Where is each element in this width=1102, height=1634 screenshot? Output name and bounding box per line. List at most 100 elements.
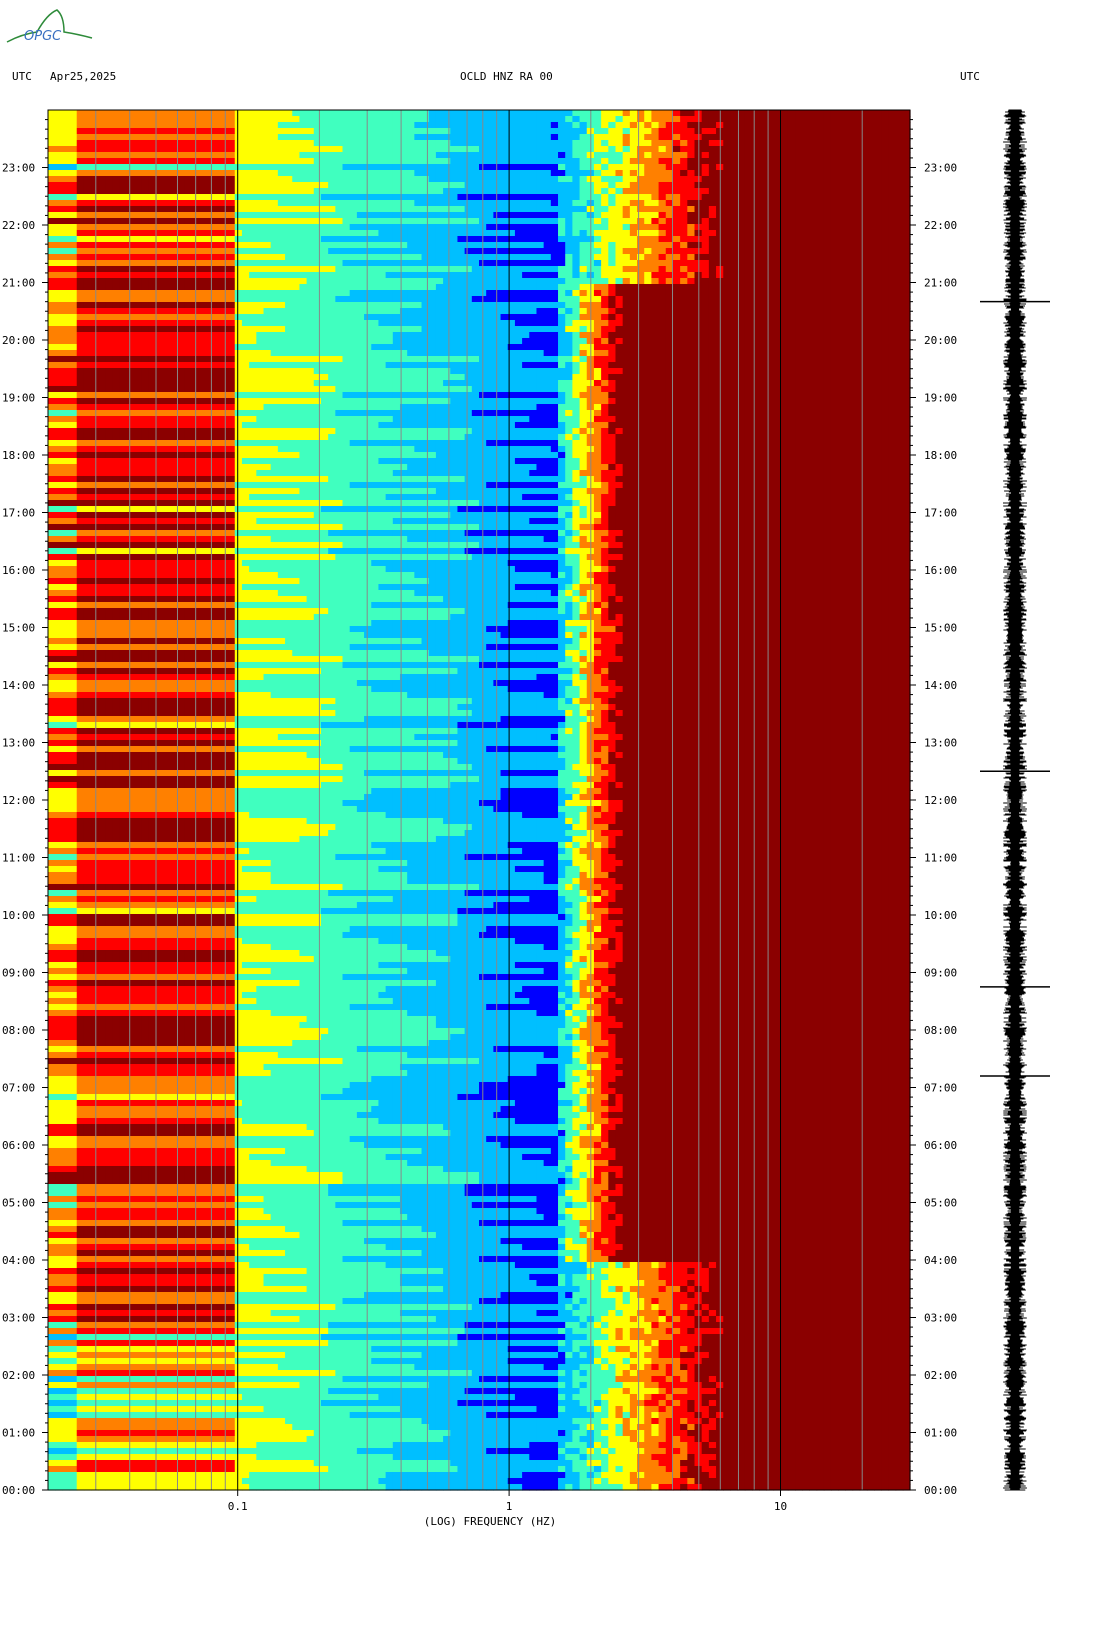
heatmap-cell bbox=[256, 236, 264, 243]
heatmap-cell bbox=[436, 146, 444, 153]
heatmap-cell bbox=[149, 308, 157, 315]
heatmap-cell bbox=[149, 212, 157, 219]
heatmap-cell bbox=[321, 350, 329, 357]
heatmap-cell bbox=[199, 320, 207, 327]
heatmap-cell bbox=[113, 254, 121, 261]
heatmap-cell bbox=[264, 254, 272, 261]
heatmap-cell bbox=[623, 308, 631, 315]
heatmap-cell bbox=[357, 182, 365, 189]
heatmap-cell bbox=[127, 230, 135, 237]
heatmap-cell bbox=[702, 248, 710, 255]
heatmap-cell bbox=[77, 344, 85, 351]
heatmap-cell bbox=[501, 302, 509, 309]
heatmap-cell bbox=[170, 116, 178, 123]
heatmap-cell bbox=[206, 128, 214, 135]
heatmap-cell bbox=[84, 356, 92, 363]
heatmap-cell bbox=[163, 128, 171, 135]
heatmap-cell bbox=[177, 296, 185, 303]
heatmap-cell bbox=[256, 224, 264, 231]
heatmap-cell bbox=[55, 110, 63, 117]
heatmap-cell bbox=[386, 278, 394, 285]
heatmap-cell bbox=[860, 302, 868, 309]
heatmap-cell bbox=[781, 248, 789, 255]
heatmap-cell bbox=[493, 170, 501, 177]
heatmap-cell bbox=[443, 218, 451, 225]
heatmap-cell bbox=[565, 164, 573, 171]
heatmap-cell bbox=[422, 188, 430, 195]
heatmap-cell bbox=[896, 320, 904, 327]
heatmap-cell bbox=[860, 182, 868, 189]
heatmap-cell bbox=[371, 356, 379, 363]
heatmap-cell bbox=[659, 122, 667, 129]
heatmap-cell bbox=[745, 278, 753, 285]
heatmap-cell bbox=[343, 350, 351, 357]
heatmap-cell bbox=[55, 338, 63, 345]
heatmap-cell bbox=[55, 230, 63, 237]
heatmap-cell bbox=[558, 356, 566, 363]
heatmap-cell bbox=[795, 122, 803, 129]
heatmap-cell bbox=[249, 338, 257, 345]
heatmap-cell bbox=[615, 164, 623, 171]
heatmap-cell bbox=[766, 302, 774, 309]
heatmap-cell bbox=[350, 236, 358, 243]
heatmap-cell bbox=[817, 170, 825, 177]
heatmap-cell bbox=[580, 326, 588, 333]
heatmap-cell bbox=[493, 194, 501, 201]
heatmap-cell bbox=[888, 212, 896, 219]
heatmap-cell bbox=[278, 332, 286, 339]
heatmap-cell bbox=[364, 128, 372, 135]
heatmap-cell bbox=[817, 194, 825, 201]
heatmap-cell bbox=[371, 320, 379, 327]
heatmap-cell bbox=[220, 140, 228, 147]
heatmap-cell bbox=[630, 284, 638, 291]
heatmap-cell bbox=[299, 266, 307, 273]
heatmap-cell bbox=[501, 278, 509, 285]
heatmap-cell bbox=[141, 182, 149, 189]
heatmap-cell bbox=[127, 212, 135, 219]
heatmap-cell bbox=[105, 332, 113, 339]
heatmap-cell bbox=[299, 254, 307, 261]
heatmap-cell bbox=[709, 110, 717, 117]
heatmap-cell bbox=[608, 290, 616, 297]
heatmap-cell bbox=[235, 122, 243, 129]
heatmap-cell bbox=[644, 188, 652, 195]
heatmap-cell bbox=[84, 326, 92, 333]
heatmap-cell bbox=[335, 314, 343, 321]
heatmap-cell bbox=[91, 320, 99, 327]
heatmap-cell bbox=[378, 332, 386, 339]
heatmap-cell bbox=[149, 194, 157, 201]
heatmap-cell bbox=[357, 236, 365, 243]
heatmap-cell bbox=[91, 116, 99, 123]
heatmap-cell bbox=[788, 182, 796, 189]
heatmap-cell bbox=[364, 326, 372, 333]
heatmap-cell bbox=[55, 182, 63, 189]
heatmap-cell bbox=[364, 338, 372, 345]
heatmap-cell bbox=[888, 248, 896, 255]
heatmap-cell bbox=[242, 188, 250, 195]
heatmap-cell bbox=[493, 110, 501, 117]
heatmap-cell bbox=[436, 164, 444, 171]
heatmap-cell bbox=[134, 164, 142, 171]
heatmap-cell bbox=[436, 224, 444, 231]
heatmap-cell bbox=[896, 284, 904, 291]
heatmap-cell bbox=[84, 164, 92, 171]
heatmap-cell bbox=[644, 332, 652, 339]
heatmap-cell bbox=[127, 284, 135, 291]
heatmap-cell bbox=[565, 194, 573, 201]
heatmap-cell bbox=[414, 308, 422, 315]
heatmap-cell bbox=[264, 206, 272, 213]
heatmap-cell bbox=[558, 290, 566, 297]
heatmap-cell bbox=[867, 338, 875, 345]
heatmap-cell bbox=[565, 302, 573, 309]
heatmap-cell bbox=[529, 116, 537, 123]
heatmap-cell bbox=[465, 344, 473, 351]
heatmap-cell bbox=[615, 188, 623, 195]
heatmap-cell bbox=[493, 356, 501, 363]
heatmap-cell bbox=[465, 350, 473, 357]
heatmap-cell bbox=[48, 356, 56, 363]
heatmap-cell bbox=[515, 170, 523, 177]
heatmap-cell bbox=[242, 194, 250, 201]
heatmap-cell bbox=[55, 236, 63, 243]
heatmap-cell bbox=[651, 338, 659, 345]
heatmap-cell bbox=[601, 128, 609, 135]
